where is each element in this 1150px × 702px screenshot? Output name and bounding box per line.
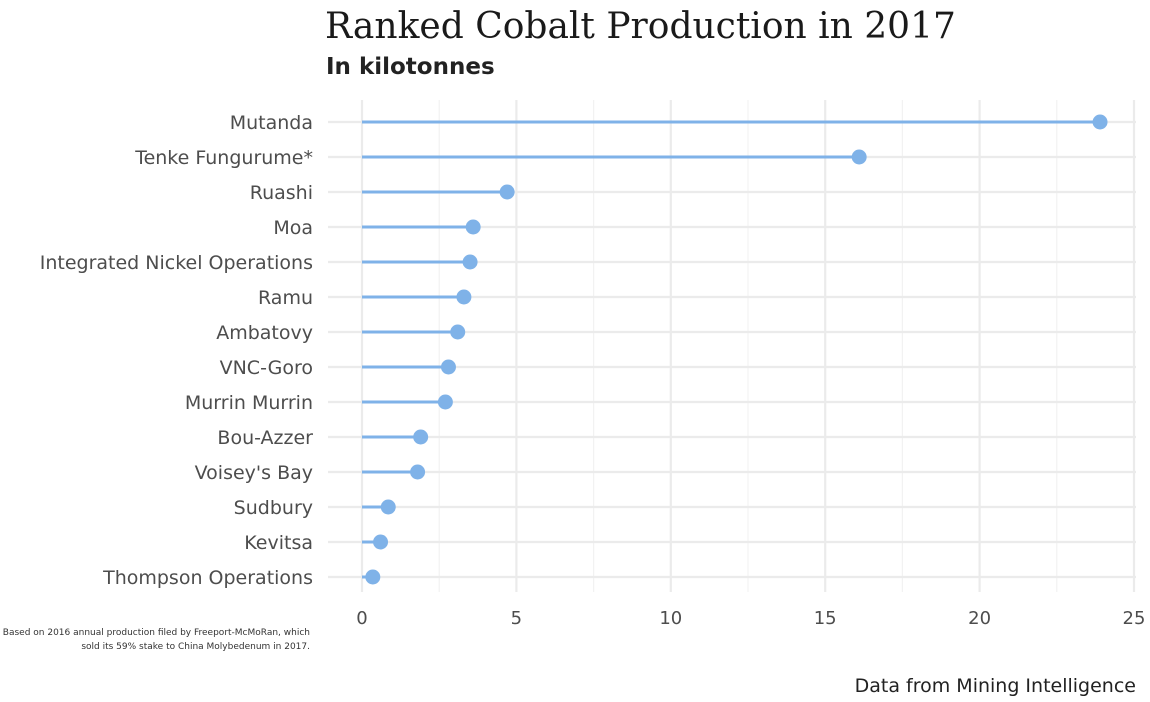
y-category-label: VNC-Goro (220, 357, 313, 379)
chart-subtitle: In kilotonnes (326, 54, 495, 80)
x-tick-label: 25 (1123, 608, 1146, 629)
y-category-label: Voisey's Bay (195, 462, 313, 484)
lollipop-point (437, 394, 453, 410)
y-category-label: Tenke Fungurume* (134, 147, 313, 169)
y-category-label: Murrin Murrin (185, 392, 313, 414)
y-category-label: Integrated Nickel Operations (40, 252, 313, 274)
y-category-label: Bou-Azzer (217, 427, 313, 449)
x-tick-label: 20 (968, 608, 991, 629)
lollipop-point (851, 149, 867, 165)
y-category-label: Ramu (258, 287, 313, 309)
y-category-label: Ambatovy (216, 322, 313, 344)
y-category-label: Sudbury (234, 497, 313, 519)
lollipop-point (499, 184, 515, 200)
x-tick-label: 10 (659, 608, 682, 629)
source-caption: Data from Mining Intelligence (854, 675, 1136, 697)
x-tick-label: 15 (814, 608, 837, 629)
lollipop-point (450, 324, 466, 340)
lollipop-point (1092, 114, 1108, 130)
y-category-label: Kevitsa (244, 532, 313, 554)
footnote: * Based on 2016 annual production filed … (0, 628, 310, 652)
lollipop-point (380, 499, 396, 515)
y-category-label: Mutanda (230, 112, 313, 134)
lollipop-point (413, 429, 429, 445)
lollipop-point (465, 219, 481, 235)
lollipop-point (410, 464, 426, 480)
lollipop-point (462, 254, 478, 270)
chart-title: Ranked Cobalt Production in 2017 (325, 6, 956, 47)
x-tick-label: 5 (511, 608, 522, 629)
y-category-label: Moa (273, 217, 313, 239)
lollipop-point (456, 289, 472, 305)
lollipop-point (373, 534, 389, 550)
y-category-label: Ruashi (250, 182, 313, 204)
lollipop-point (440, 359, 456, 375)
x-tick-label: 0 (356, 608, 367, 629)
lollipop-point (365, 569, 381, 585)
y-category-label: Thompson Operations (102, 567, 313, 589)
